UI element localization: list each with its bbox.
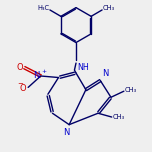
Text: CH₃: CH₃ <box>102 5 114 10</box>
Text: −: − <box>17 81 23 87</box>
Text: CH₃: CH₃ <box>125 87 137 93</box>
Text: N: N <box>34 71 40 80</box>
Text: N: N <box>102 69 108 78</box>
Text: N: N <box>63 128 69 137</box>
Text: O: O <box>20 84 27 93</box>
Text: O: O <box>16 63 23 72</box>
Text: H₃C: H₃C <box>38 5 50 10</box>
Text: +: + <box>41 69 47 74</box>
Text: NH: NH <box>78 63 89 72</box>
Text: CH₃: CH₃ <box>113 114 125 120</box>
